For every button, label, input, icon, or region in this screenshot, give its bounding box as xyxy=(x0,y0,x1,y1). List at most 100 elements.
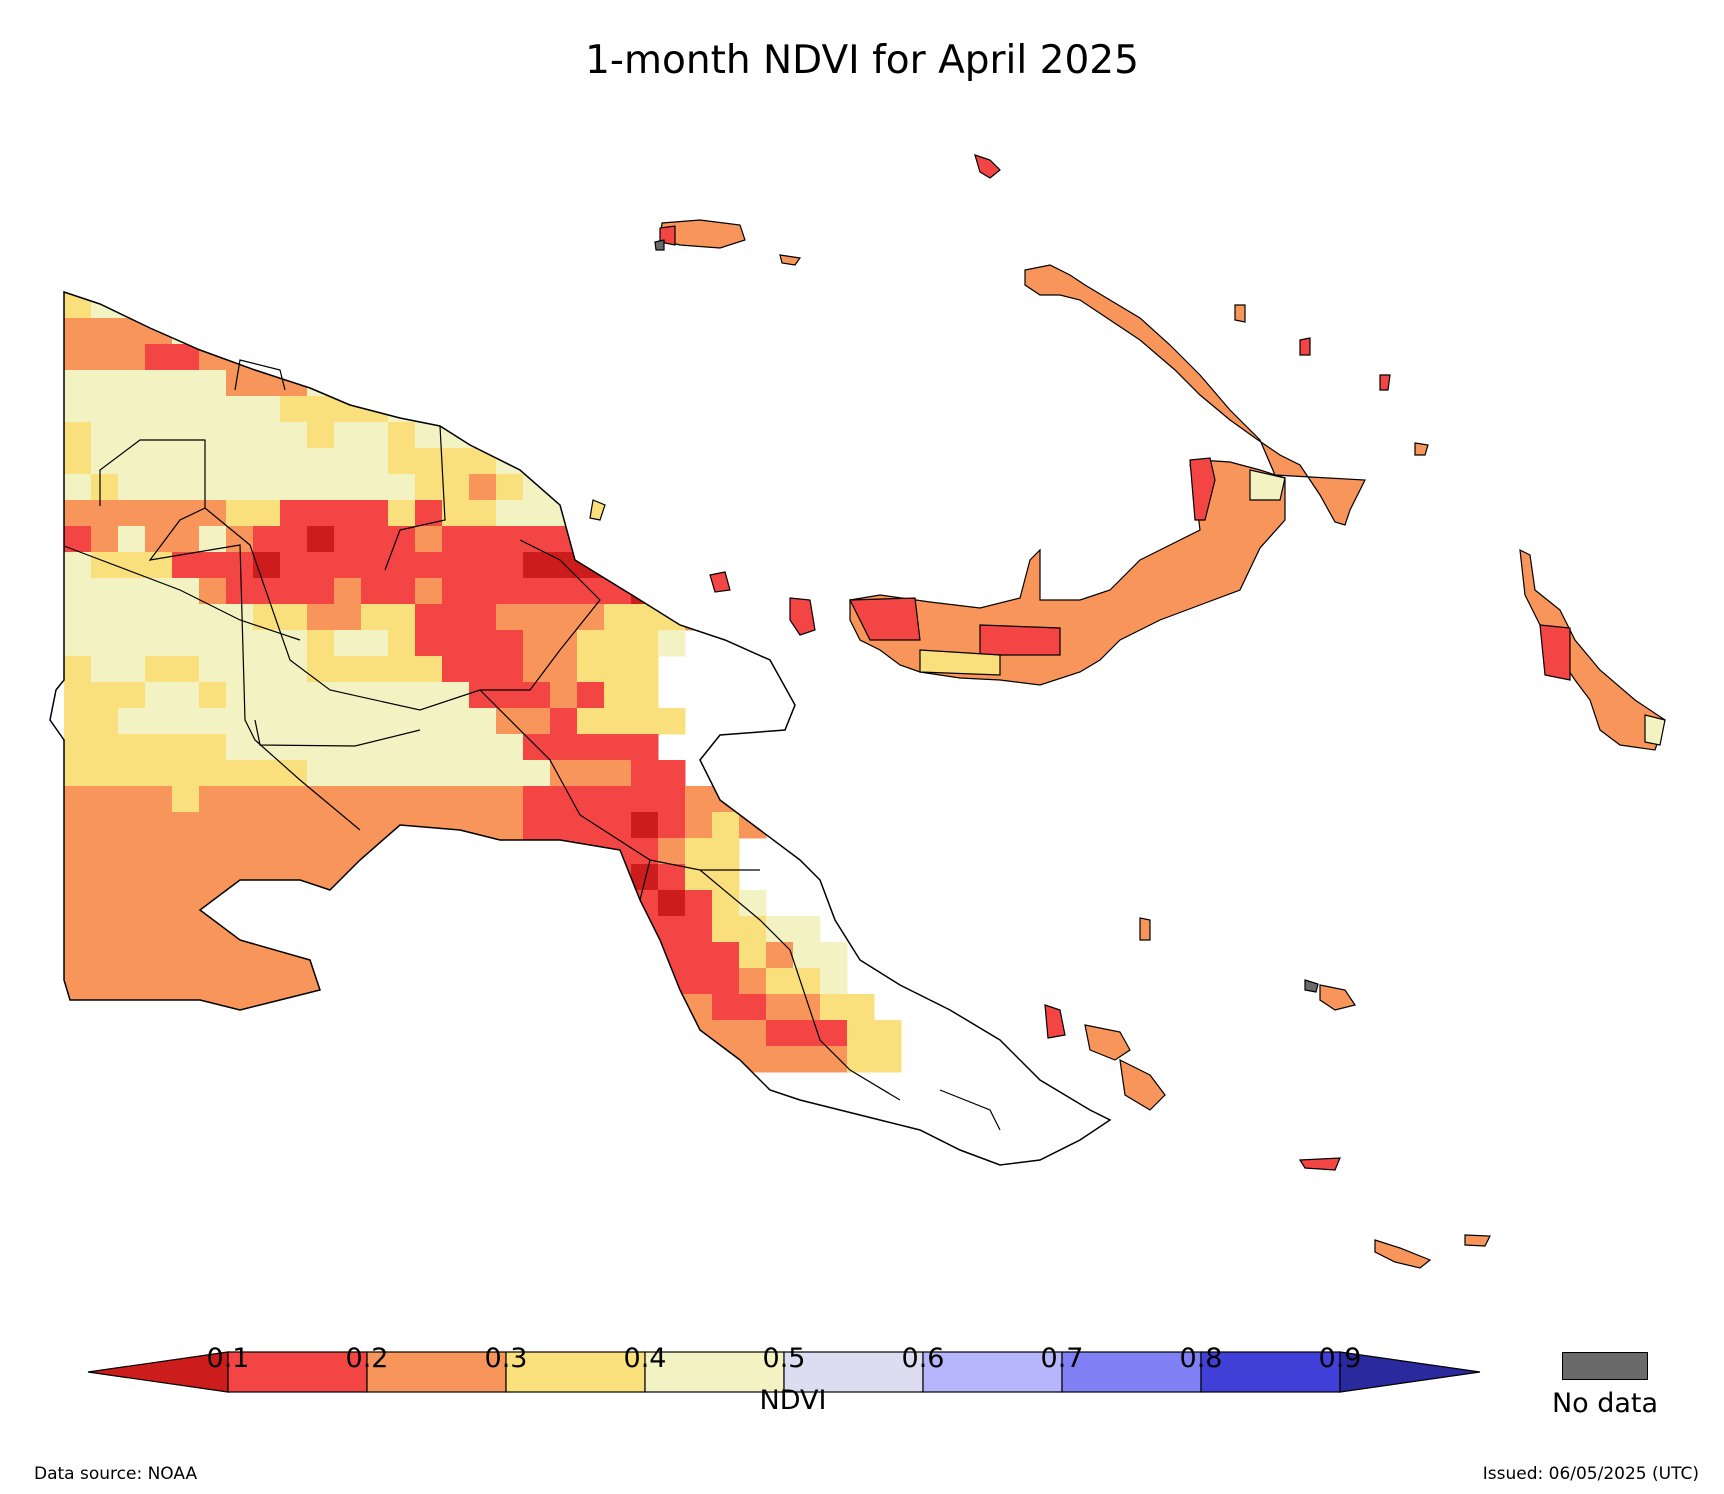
ndvi-cell xyxy=(145,656,173,683)
ndvi-cell xyxy=(172,760,200,787)
ndvi-cell xyxy=(307,396,335,423)
ndvi-cell xyxy=(280,734,308,761)
ndvi-cell xyxy=(361,474,389,501)
ndvi-cell xyxy=(226,786,254,813)
ndvi-cell xyxy=(226,916,254,943)
ndvi-cell xyxy=(280,344,308,371)
ndvi-cell xyxy=(226,448,254,475)
ndvi-cell xyxy=(145,786,173,813)
ndvi-cell xyxy=(118,344,146,371)
ndvi-cell xyxy=(91,838,119,865)
ndvi-cell xyxy=(145,916,173,943)
ndvi-cell xyxy=(496,708,524,735)
ndvi-cell xyxy=(334,422,362,449)
ndvi-cell xyxy=(361,942,389,969)
ndvi-cell xyxy=(712,968,740,995)
ndvi-cell xyxy=(199,630,227,657)
ndvi-cell xyxy=(766,1020,794,1047)
ndvi-cell xyxy=(469,552,497,579)
ndvi-cell xyxy=(496,890,524,917)
ndvi-cell xyxy=(172,552,200,579)
ndvi-cell xyxy=(253,604,281,631)
ndvi-cell xyxy=(91,526,119,553)
ndvi-cell xyxy=(604,474,632,501)
ndvi-cell xyxy=(496,578,524,605)
ndvi-cell xyxy=(496,604,524,631)
ndvi-cell xyxy=(550,760,578,787)
ndvi-cell xyxy=(415,734,443,761)
ndvi-cell xyxy=(226,344,254,371)
ndvi-cell xyxy=(604,760,632,787)
ndvi-cell xyxy=(226,734,254,761)
ndvi-cell xyxy=(199,656,227,683)
ndvi-cell xyxy=(199,708,227,735)
ndvi-cell xyxy=(388,474,416,501)
ndvi-cell xyxy=(388,734,416,761)
ndvi-cell xyxy=(91,656,119,683)
ndvi-cell xyxy=(118,448,146,475)
colorbar-tick-label: 0.2 xyxy=(345,1343,389,1374)
ndvi-cell xyxy=(577,422,605,449)
ndvi-cell xyxy=(496,500,524,527)
colorbar-tick-label: 0.5 xyxy=(762,1343,806,1374)
ndvi-cell xyxy=(145,448,173,475)
ndvi-cell xyxy=(658,292,686,319)
ndvi-cell xyxy=(226,292,254,319)
issued-date: Issued: 06/05/2025 (UTC) xyxy=(1482,1464,1699,1484)
ndvi-cell xyxy=(199,786,227,813)
ndvi-cell xyxy=(388,994,416,1021)
ndvi-cell xyxy=(226,396,254,423)
ndvi-cell xyxy=(523,1046,551,1073)
ndvi-cell xyxy=(793,1046,821,1073)
ndvi-cell xyxy=(685,1046,713,1073)
ndvi-cell xyxy=(415,552,443,579)
ndvi-cell xyxy=(118,474,146,501)
ndvi-cell xyxy=(145,760,173,787)
ndvi-cell xyxy=(361,526,389,553)
ndvi-cell xyxy=(685,968,713,995)
ndvi-cell xyxy=(64,500,92,527)
ndvi-cell xyxy=(415,942,443,969)
ndvi-cell xyxy=(199,1020,227,1047)
ndvi-cell xyxy=(64,682,92,709)
ndvi-cell xyxy=(442,786,470,813)
ndvi-cell xyxy=(415,1046,443,1073)
ndvi-cell xyxy=(604,1020,632,1047)
ndvi-cell xyxy=(91,292,119,319)
ndvi-cell xyxy=(118,1046,146,1073)
ndvi-cell xyxy=(496,1020,524,1047)
ndvi-cell xyxy=(442,578,470,605)
ndvi-cell xyxy=(361,916,389,943)
ndvi-cell xyxy=(550,864,578,891)
ndvi-cell xyxy=(334,500,362,527)
colorbar-label: NDVI xyxy=(759,1385,827,1416)
data-source: Data source: NOAA xyxy=(34,1464,198,1484)
ndvi-cell xyxy=(631,994,659,1021)
ndvi-cell xyxy=(496,838,524,865)
ndvi-cell xyxy=(577,734,605,761)
ndvi-cell xyxy=(199,474,227,501)
ndvi-cell xyxy=(280,682,308,709)
ndvi-cell xyxy=(199,1046,227,1073)
ndvi-cell xyxy=(631,708,659,735)
ndvi-cell xyxy=(685,578,713,605)
ndvi-cell xyxy=(118,630,146,657)
ndvi-cell xyxy=(388,656,416,683)
ndvi-cell xyxy=(334,812,362,839)
ndvi-cell xyxy=(739,1046,767,1073)
ndvi-cell xyxy=(415,1020,443,1047)
ndvi-cell xyxy=(388,552,416,579)
ndvi-cell xyxy=(64,552,92,579)
ndvi-cell xyxy=(604,578,632,605)
ndvi-cell xyxy=(442,292,470,319)
ndvi-cell xyxy=(253,760,281,787)
ndvi-cell xyxy=(388,916,416,943)
ndvi-cell xyxy=(172,578,200,605)
ndvi-cell xyxy=(469,838,497,865)
ndvi-cell xyxy=(442,1020,470,1047)
ndvi-cell xyxy=(604,1046,632,1073)
ndvi-cell xyxy=(253,682,281,709)
ndvi-cell xyxy=(334,448,362,475)
ndvi-cell xyxy=(442,344,470,371)
ndvi-cell xyxy=(145,838,173,865)
